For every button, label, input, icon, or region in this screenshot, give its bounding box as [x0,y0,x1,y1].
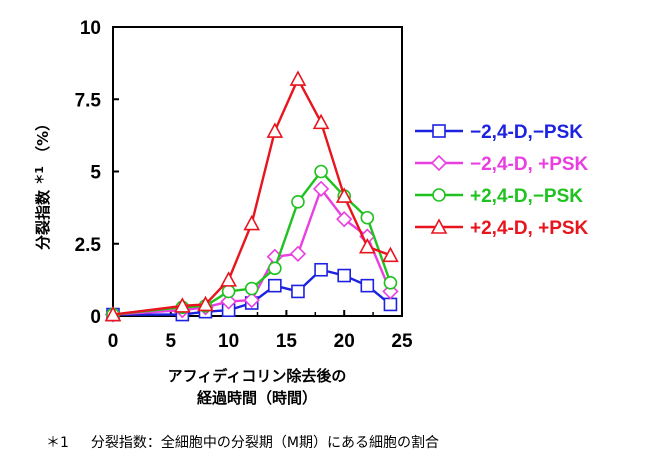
series-marker-square [314,262,328,277]
series-marker-diamond [312,180,330,197]
series-marker-square [337,268,352,283]
x-axis-label-line2: 経過時間（時間） [197,389,317,407]
series-marker-triangle [335,187,353,203]
series-marker-diamond [336,211,353,228]
footnote-text: 分裂指数：全細胞中の分裂期（M期）にある細胞の割合 [90,435,439,451]
legend-item-3: +2,4-D,−PSK [415,186,583,207]
series-marker-circle [360,210,375,225]
series-marker-triangle [197,295,214,312]
series-marker-circle [432,188,446,202]
legend-label: +2,4-D, +PSK [470,218,589,239]
series-marker-triangle [358,237,376,254]
y-axis-label-mark: ＊1 [33,166,46,185]
legend-label: −2,4-D,−PSK [470,122,583,143]
x-axis-label-line1: アフィディコリン除去後の [168,367,347,385]
series-layer [104,70,399,323]
series-2 [104,180,399,323]
series-marker-diamond [243,291,260,309]
series-marker-diamond [289,245,307,262]
series-marker-circle [383,275,398,290]
tick-labels: 0 5 10 15 20 25 0 2.5 5 7.5 10 [75,18,413,352]
y-tick-label: 5 [90,163,101,184]
series-marker-square [383,297,398,312]
x-tick-label: 15 [276,331,298,352]
y-tick-label: 10 [80,18,101,39]
series-marker-circle [268,261,282,276]
series-marker-triangle [430,218,448,234]
series-marker-diamond [220,293,237,310]
series-marker-circle [291,195,305,209]
series-marker-triangle [220,271,237,287]
legend-item-4: +2,4-D, +PSK [415,218,589,239]
plot-frame [112,26,403,317]
series-marker-triangle [382,246,399,263]
legend-item-2: −2,4-D, +PSK [415,154,589,175]
series-marker-triangle [289,70,307,86]
series-4 [104,70,399,322]
y-axis-label: 分裂指数 ＊1 （%） [29,116,52,250]
series-marker-triangle [312,113,330,130]
x-tick-label: 20 [334,331,355,352]
series-marker-triangle [266,122,284,138]
y-axis-label-main: 分裂指数 [34,189,52,250]
series-marker-circle [314,164,328,179]
legend-item-1: −2,4-D,−PSK [415,122,583,143]
series-marker-diamond [430,154,448,172]
legend-label: +2,4-D,−PSK [470,186,583,207]
series-marker-triangle [174,297,191,313]
y-tick-label: 7.5 [75,90,102,111]
x-tick-label: 10 [218,331,239,352]
y-tick-label: 2.5 [75,235,102,256]
footnote: ＊1 分裂指数：全細胞中の分裂期（M期）にある細胞の割合 [46,432,439,452]
legend: −2,4-D,−PSK −2,4-D, +PSK +2,4-D,−PSK +2,4-D… [415,122,589,239]
series-marker-square [268,278,282,293]
y-tick-label: 0 [90,307,101,328]
series-marker-circle [244,281,259,296]
y-axis-label-unit: （%） [34,116,52,161]
series-marker-square [360,278,375,293]
plot-area [112,26,403,317]
series-marker-triangle [104,305,122,322]
x-tick-label: 5 [166,331,177,352]
series-marker-square [432,124,446,138]
mitotic-index-chart: 0 5 10 15 20 25 0 2.5 5 7.5 10 −2,4-D,−PSK −2,4-D, … [29,18,589,407]
footnote-mark: ＊1 [46,435,69,451]
series-marker-square [291,284,305,299]
legend-label: −2,4-D, +PSK [470,154,589,175]
series-marker-triangle [243,214,261,231]
series-marker-circle [221,284,236,299]
x-tick-label: 0 [108,331,119,352]
x-tick-label: 25 [391,331,413,352]
